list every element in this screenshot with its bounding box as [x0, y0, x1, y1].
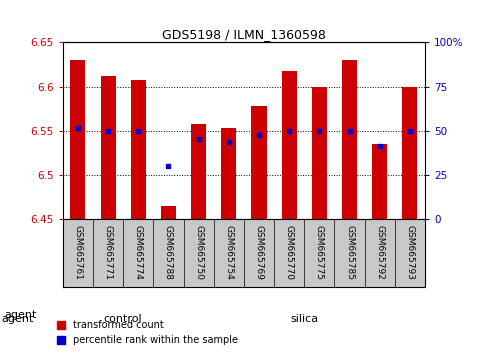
Text: GSM665788: GSM665788 — [164, 225, 173, 280]
Bar — [372, 144, 387, 219]
Bar — [282, 71, 297, 219]
Text: GSM665769: GSM665769 — [255, 225, 264, 280]
Legend: transformed count, percentile rank within the sample: transformed count, percentile rank withi… — [53, 316, 242, 349]
Text: GSM665774: GSM665774 — [134, 225, 143, 280]
Text: GSM665770: GSM665770 — [284, 225, 294, 280]
Bar — [402, 87, 417, 219]
Bar — [161, 206, 176, 219]
Text: GSM665771: GSM665771 — [103, 225, 113, 280]
Text: GSM665750: GSM665750 — [194, 225, 203, 280]
Text: GSM665793: GSM665793 — [405, 225, 414, 280]
Title: GDS5198 / ILMN_1360598: GDS5198 / ILMN_1360598 — [162, 28, 326, 41]
Text: agent: agent — [1, 314, 34, 324]
Text: GSM665754: GSM665754 — [224, 225, 233, 280]
Text: agent: agent — [5, 310, 37, 320]
Bar — [342, 60, 357, 219]
Bar — [312, 87, 327, 219]
Text: GSM665792: GSM665792 — [375, 225, 384, 280]
Bar — [221, 128, 236, 219]
Text: silica: silica — [290, 314, 318, 324]
Text: GSM665761: GSM665761 — [73, 225, 83, 280]
Bar — [252, 106, 267, 219]
Bar — [71, 60, 85, 219]
Text: GSM665785: GSM665785 — [345, 225, 354, 280]
Text: GSM665775: GSM665775 — [315, 225, 324, 280]
Bar — [191, 124, 206, 219]
Bar — [100, 76, 115, 219]
Text: control: control — [104, 314, 142, 324]
Bar — [131, 80, 146, 219]
